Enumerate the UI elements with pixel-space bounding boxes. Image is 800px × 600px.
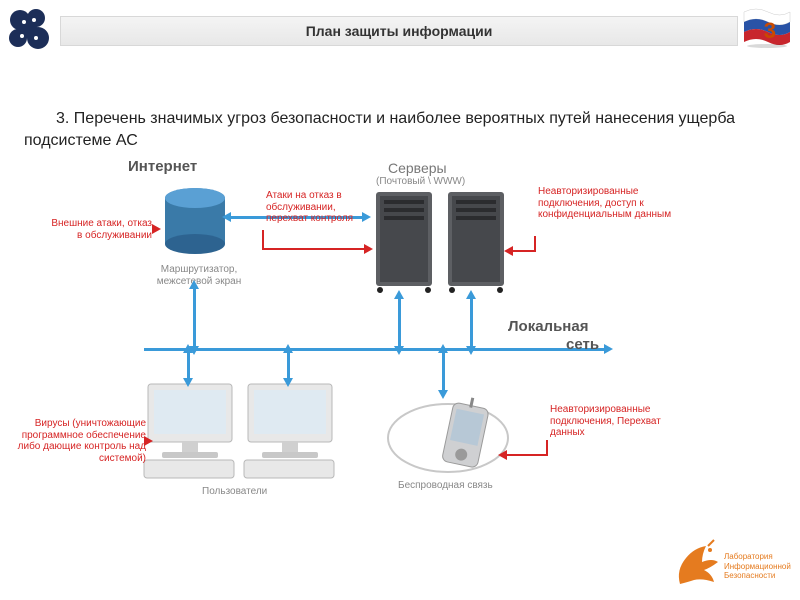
threat-diagram: Интернет Серверы (Почтовый \ WWW) Маршру… bbox=[44, 158, 756, 528]
tr-l6 bbox=[506, 454, 548, 456]
logo-line3: Безопасности bbox=[724, 571, 791, 581]
logo-line2: Информационной bbox=[724, 562, 791, 572]
logo-line1: Лаборатория bbox=[724, 552, 791, 562]
page-number: 3 bbox=[764, 18, 776, 44]
tr-l4 bbox=[512, 250, 536, 252]
ah6 bbox=[394, 346, 404, 355]
conn-srv1-bus bbox=[398, 298, 401, 348]
ah8 bbox=[466, 346, 476, 355]
conn-bus-pc1 bbox=[187, 350, 190, 380]
ah9 bbox=[183, 344, 193, 353]
label-wifi: Беспроводная связь bbox=[398, 480, 493, 491]
tr-ah3 bbox=[504, 246, 513, 256]
ah14 bbox=[438, 390, 448, 399]
threat-dos: Атаки на отказ в обслуживании, перехват … bbox=[266, 190, 362, 225]
tr-l3 bbox=[534, 236, 536, 250]
label-router2: межсетевой экран bbox=[154, 276, 244, 287]
threat-intercept: Неавторизированные подключения, Перехват… bbox=[550, 404, 690, 439]
pda-icon bbox=[384, 390, 514, 480]
label-router1: Маршрутизатор, bbox=[154, 264, 244, 275]
puzzle-logo-icon bbox=[6, 8, 52, 52]
ah1 bbox=[189, 280, 199, 289]
tr-ah2 bbox=[364, 244, 373, 254]
label-lan2: сеть bbox=[566, 336, 599, 353]
threat-external: Внешние атаки, отказ в обслуживании bbox=[44, 218, 152, 241]
threat-virus: Вирусы (уничтожающие программное обеспеч… bbox=[14, 418, 146, 464]
label-lan1: Локальная bbox=[508, 318, 588, 335]
tr-l1 bbox=[262, 230, 264, 248]
ah10 bbox=[183, 378, 193, 387]
ah13 bbox=[438, 344, 448, 353]
pcs-icon bbox=[142, 380, 342, 490]
ah3 bbox=[222, 212, 231, 222]
servers-icon bbox=[370, 188, 510, 298]
header-bar: План защиты информации bbox=[60, 16, 738, 46]
tr-ah1 bbox=[152, 224, 161, 234]
tr-l2 bbox=[262, 248, 366, 250]
tr-ah4 bbox=[144, 436, 153, 446]
label-servers-sub: (Почтовый \ WWW) bbox=[376, 176, 465, 187]
threat-unauth: Неавторизированные подключения, доступ к… bbox=[538, 186, 688, 221]
conn-router-bus bbox=[193, 288, 196, 348]
page-title: План защиты информации bbox=[306, 23, 493, 39]
conn-srv2-bus bbox=[470, 298, 473, 348]
ah11 bbox=[283, 344, 293, 353]
lan-bus bbox=[144, 348, 604, 351]
tr-ah5 bbox=[498, 450, 507, 460]
label-internet: Интернет bbox=[128, 158, 197, 175]
label-servers: Серверы bbox=[388, 160, 447, 176]
ah12 bbox=[283, 378, 293, 387]
section-subtitle: 3. Перечень значимых угроз безопасности … bbox=[24, 108, 776, 151]
lan-arrow-right bbox=[604, 344, 613, 354]
ah5 bbox=[394, 290, 404, 299]
router-icon bbox=[162, 186, 228, 258]
conn-bus-pda bbox=[442, 350, 445, 392]
ah4 bbox=[362, 212, 371, 222]
ah7 bbox=[466, 290, 476, 299]
lab-logo: Лаборатория Информационной Безопасности bbox=[672, 534, 792, 594]
conn-bus-pc2 bbox=[287, 350, 290, 380]
tr-l5 bbox=[546, 440, 548, 454]
label-users: Пользователи bbox=[202, 486, 267, 497]
